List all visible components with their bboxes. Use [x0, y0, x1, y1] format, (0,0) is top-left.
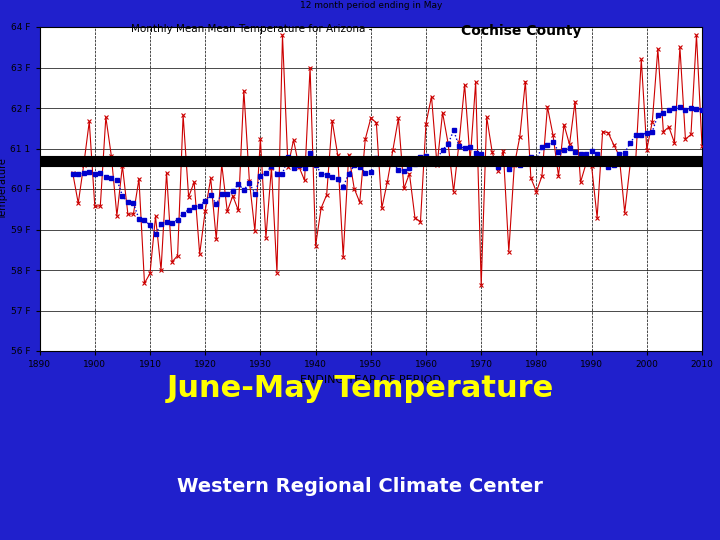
Text: Western Regional Climate Center: Western Regional Climate Center: [177, 476, 543, 496]
Text: Cochise County: Cochise County: [461, 24, 581, 38]
Text: June-May Temperature: June-May Temperature: [166, 374, 554, 403]
Text: Monthly Mean Mean Temperature for Arizona -: Monthly Mean Mean Temperature for Arizon…: [131, 24, 373, 35]
Y-axis label: Temperature: Temperature: [0, 158, 8, 220]
X-axis label: ENDING YEAR OF PERIOD: ENDING YEAR OF PERIOD: [300, 375, 441, 384]
Title: 12 month period ending in May: 12 month period ending in May: [300, 1, 442, 10]
